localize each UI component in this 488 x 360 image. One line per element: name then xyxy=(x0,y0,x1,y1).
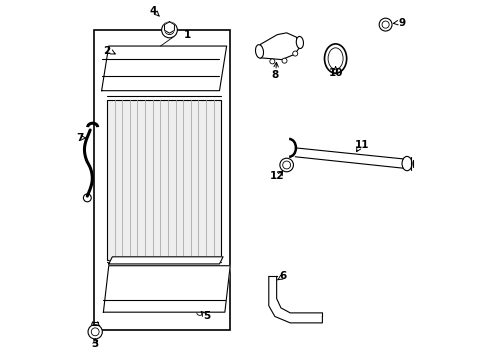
Text: 3: 3 xyxy=(91,339,99,348)
Circle shape xyxy=(269,59,274,64)
Ellipse shape xyxy=(196,309,203,315)
Circle shape xyxy=(88,325,102,339)
Circle shape xyxy=(83,194,91,202)
Polygon shape xyxy=(102,46,226,91)
Polygon shape xyxy=(108,257,223,264)
Text: 7: 7 xyxy=(76,133,84,143)
Circle shape xyxy=(138,292,147,301)
Circle shape xyxy=(292,51,297,56)
Circle shape xyxy=(115,51,127,63)
Text: 2: 2 xyxy=(102,46,110,56)
Bar xyxy=(94,30,230,330)
Text: 9: 9 xyxy=(397,18,405,28)
Text: 12: 12 xyxy=(269,171,284,181)
Ellipse shape xyxy=(187,303,201,311)
Circle shape xyxy=(116,288,125,297)
Text: 6: 6 xyxy=(279,271,286,281)
Circle shape xyxy=(133,63,142,72)
Circle shape xyxy=(378,18,391,31)
Text: 1: 1 xyxy=(183,30,191,40)
Text: 11: 11 xyxy=(354,140,369,150)
Bar xyxy=(107,100,221,260)
Polygon shape xyxy=(164,22,174,33)
Text: 5: 5 xyxy=(203,311,210,321)
Circle shape xyxy=(176,70,184,79)
Ellipse shape xyxy=(279,158,293,172)
Circle shape xyxy=(159,292,168,301)
Ellipse shape xyxy=(255,45,263,58)
Polygon shape xyxy=(268,276,322,323)
Circle shape xyxy=(162,22,177,38)
Circle shape xyxy=(158,68,166,77)
Ellipse shape xyxy=(296,36,303,49)
Polygon shape xyxy=(103,266,230,312)
Text: 10: 10 xyxy=(327,68,342,78)
Ellipse shape xyxy=(324,44,346,73)
Polygon shape xyxy=(260,33,299,60)
Text: 8: 8 xyxy=(271,69,278,80)
Text: 4: 4 xyxy=(149,6,156,17)
Ellipse shape xyxy=(401,157,411,171)
Circle shape xyxy=(282,58,286,63)
